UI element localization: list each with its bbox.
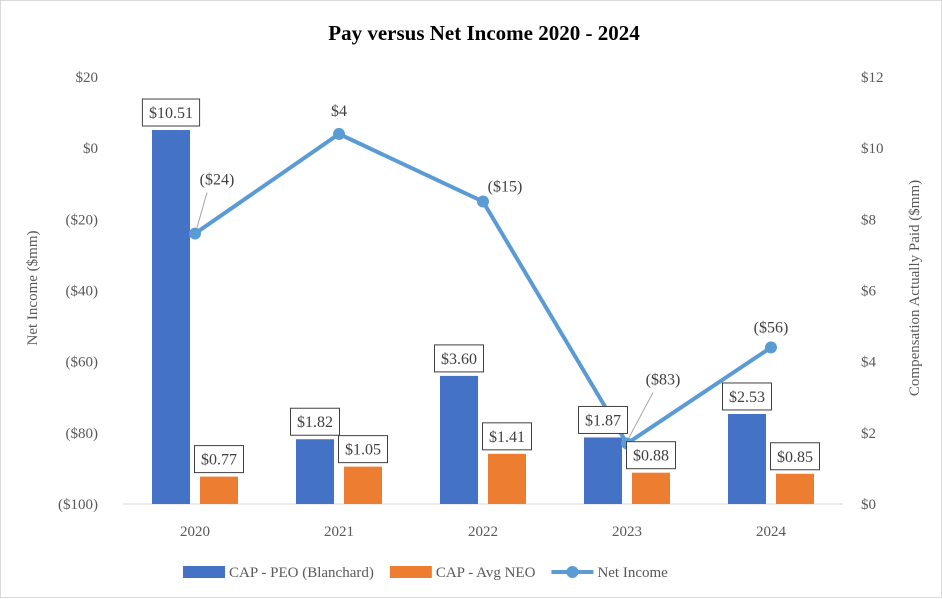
net-income-point: [189, 227, 201, 240]
data-label-cap-avg-neo: $0.77: [201, 452, 237, 469]
data-label-net-income: ($15): [488, 179, 523, 196]
leader-line: [628, 392, 654, 438]
left-tick-label: ($100): [58, 497, 98, 513]
bar-cap-peo: [440, 375, 478, 504]
net-income-point: [765, 341, 777, 354]
data-label-cap-avg-neo: $1.41: [489, 429, 525, 446]
left-tick-label: ($80): [66, 426, 99, 442]
x-tick-label: 2020: [180, 524, 210, 540]
data-label-cap-avg-neo: $1.05: [345, 442, 381, 459]
x-tick-label: 2024: [756, 524, 787, 540]
data-label-net-income: ($24): [200, 172, 235, 189]
data-label-box: [482, 422, 532, 451]
right-tick-label: $6: [861, 284, 877, 300]
chart-title: Pay versus Net Income 2020 - 2024: [328, 21, 640, 45]
bars-group: [152, 130, 814, 504]
data-label-cap-avg-neo: $0.88: [633, 448, 669, 465]
data-label-box: [290, 407, 340, 436]
data-label-box: [722, 382, 772, 411]
legend-swatch: [389, 566, 432, 578]
right-tick-label: $4: [861, 355, 877, 371]
bar-cap-avg-neo: [200, 476, 238, 504]
right-axis: $12 $10 $8 $6 $4 $2 $0: [861, 70, 884, 513]
legend-swatch: [183, 566, 225, 578]
right-tick-label: $8: [861, 212, 876, 228]
data-label-cap-peo: $1.82: [297, 414, 333, 431]
x-tick-label: 2022: [468, 524, 498, 540]
leader-line: [196, 192, 208, 228]
data-label-net-income: ($56): [754, 319, 789, 336]
bar-cap-peo: [584, 437, 622, 504]
right-tick-label: $2: [861, 426, 876, 442]
net-income-point: [477, 195, 489, 208]
legend-label: CAP - PEO (Blanchard): [229, 565, 374, 581]
data-label-net-income: $4: [331, 103, 347, 120]
data-label-box: [770, 442, 820, 471]
right-tick-label: $10: [861, 141, 884, 157]
net-income-line-group: [189, 127, 777, 450]
data-label-cap-peo: $1.87: [585, 412, 621, 429]
left-tick-label: $0: [83, 141, 98, 157]
right-tick-label: $12: [861, 70, 884, 86]
legend-label: CAP - Avg NEO: [436, 565, 536, 581]
right-tick-label: $0: [861, 497, 876, 513]
data-label-cap-peo: $3.60: [441, 351, 477, 368]
left-axis-title: Net Income ($mm): [25, 231, 41, 346]
data-label-cap-peo: $2.53: [729, 389, 765, 406]
bar-cap-peo: [296, 439, 334, 504]
data-label-cap-peo: $10.51: [149, 105, 193, 122]
legend: CAP - PEO (Blanchard) CAP - Avg NEO Net In…: [183, 565, 668, 581]
bar-cap-peo: [152, 130, 190, 504]
data-label-net-income: ($83): [646, 372, 681, 389]
bar-cap-avg-neo: [488, 453, 526, 504]
x-axis: 2020 2021 2022 2023 2024: [180, 524, 787, 540]
right-axis-title: Compensation Actually Paid ($mm): [907, 180, 923, 396]
left-tick-label: ($40): [66, 284, 99, 300]
left-tick-label: ($20): [66, 212, 99, 228]
bar-cap-peo: [728, 413, 766, 504]
left-tick-label: $20: [76, 70, 99, 86]
x-tick-label: 2023: [612, 524, 642, 540]
net-income-line: [193, 131, 773, 446]
data-labels-group: $10.51 $1.82 $3.60 $1.87 $2.53 $0.77 $1.05 $1.4…: [141, 98, 820, 474]
legend-label: Net Income: [597, 565, 668, 581]
left-tick-label: ($60): [66, 355, 99, 371]
bar-cap-avg-neo: [632, 472, 670, 504]
x-tick-label: 2021: [324, 524, 354, 540]
data-label-box: [434, 344, 484, 373]
data-label-box: [194, 445, 244, 474]
data-label-box: [338, 435, 388, 464]
data-label-cap-avg-neo: $0.85: [777, 449, 813, 466]
left-axis: $20 $0 ($20) ($40) ($60) ($80) ($100): [58, 70, 98, 513]
legend-marker: [566, 566, 579, 578]
bar-cap-avg-neo: [776, 473, 814, 504]
data-label-box: [578, 405, 628, 434]
data-label-box: [141, 98, 201, 127]
bar-cap-avg-neo: [344, 466, 382, 504]
data-label-box: [626, 441, 676, 470]
net-income-point: [333, 127, 345, 140]
